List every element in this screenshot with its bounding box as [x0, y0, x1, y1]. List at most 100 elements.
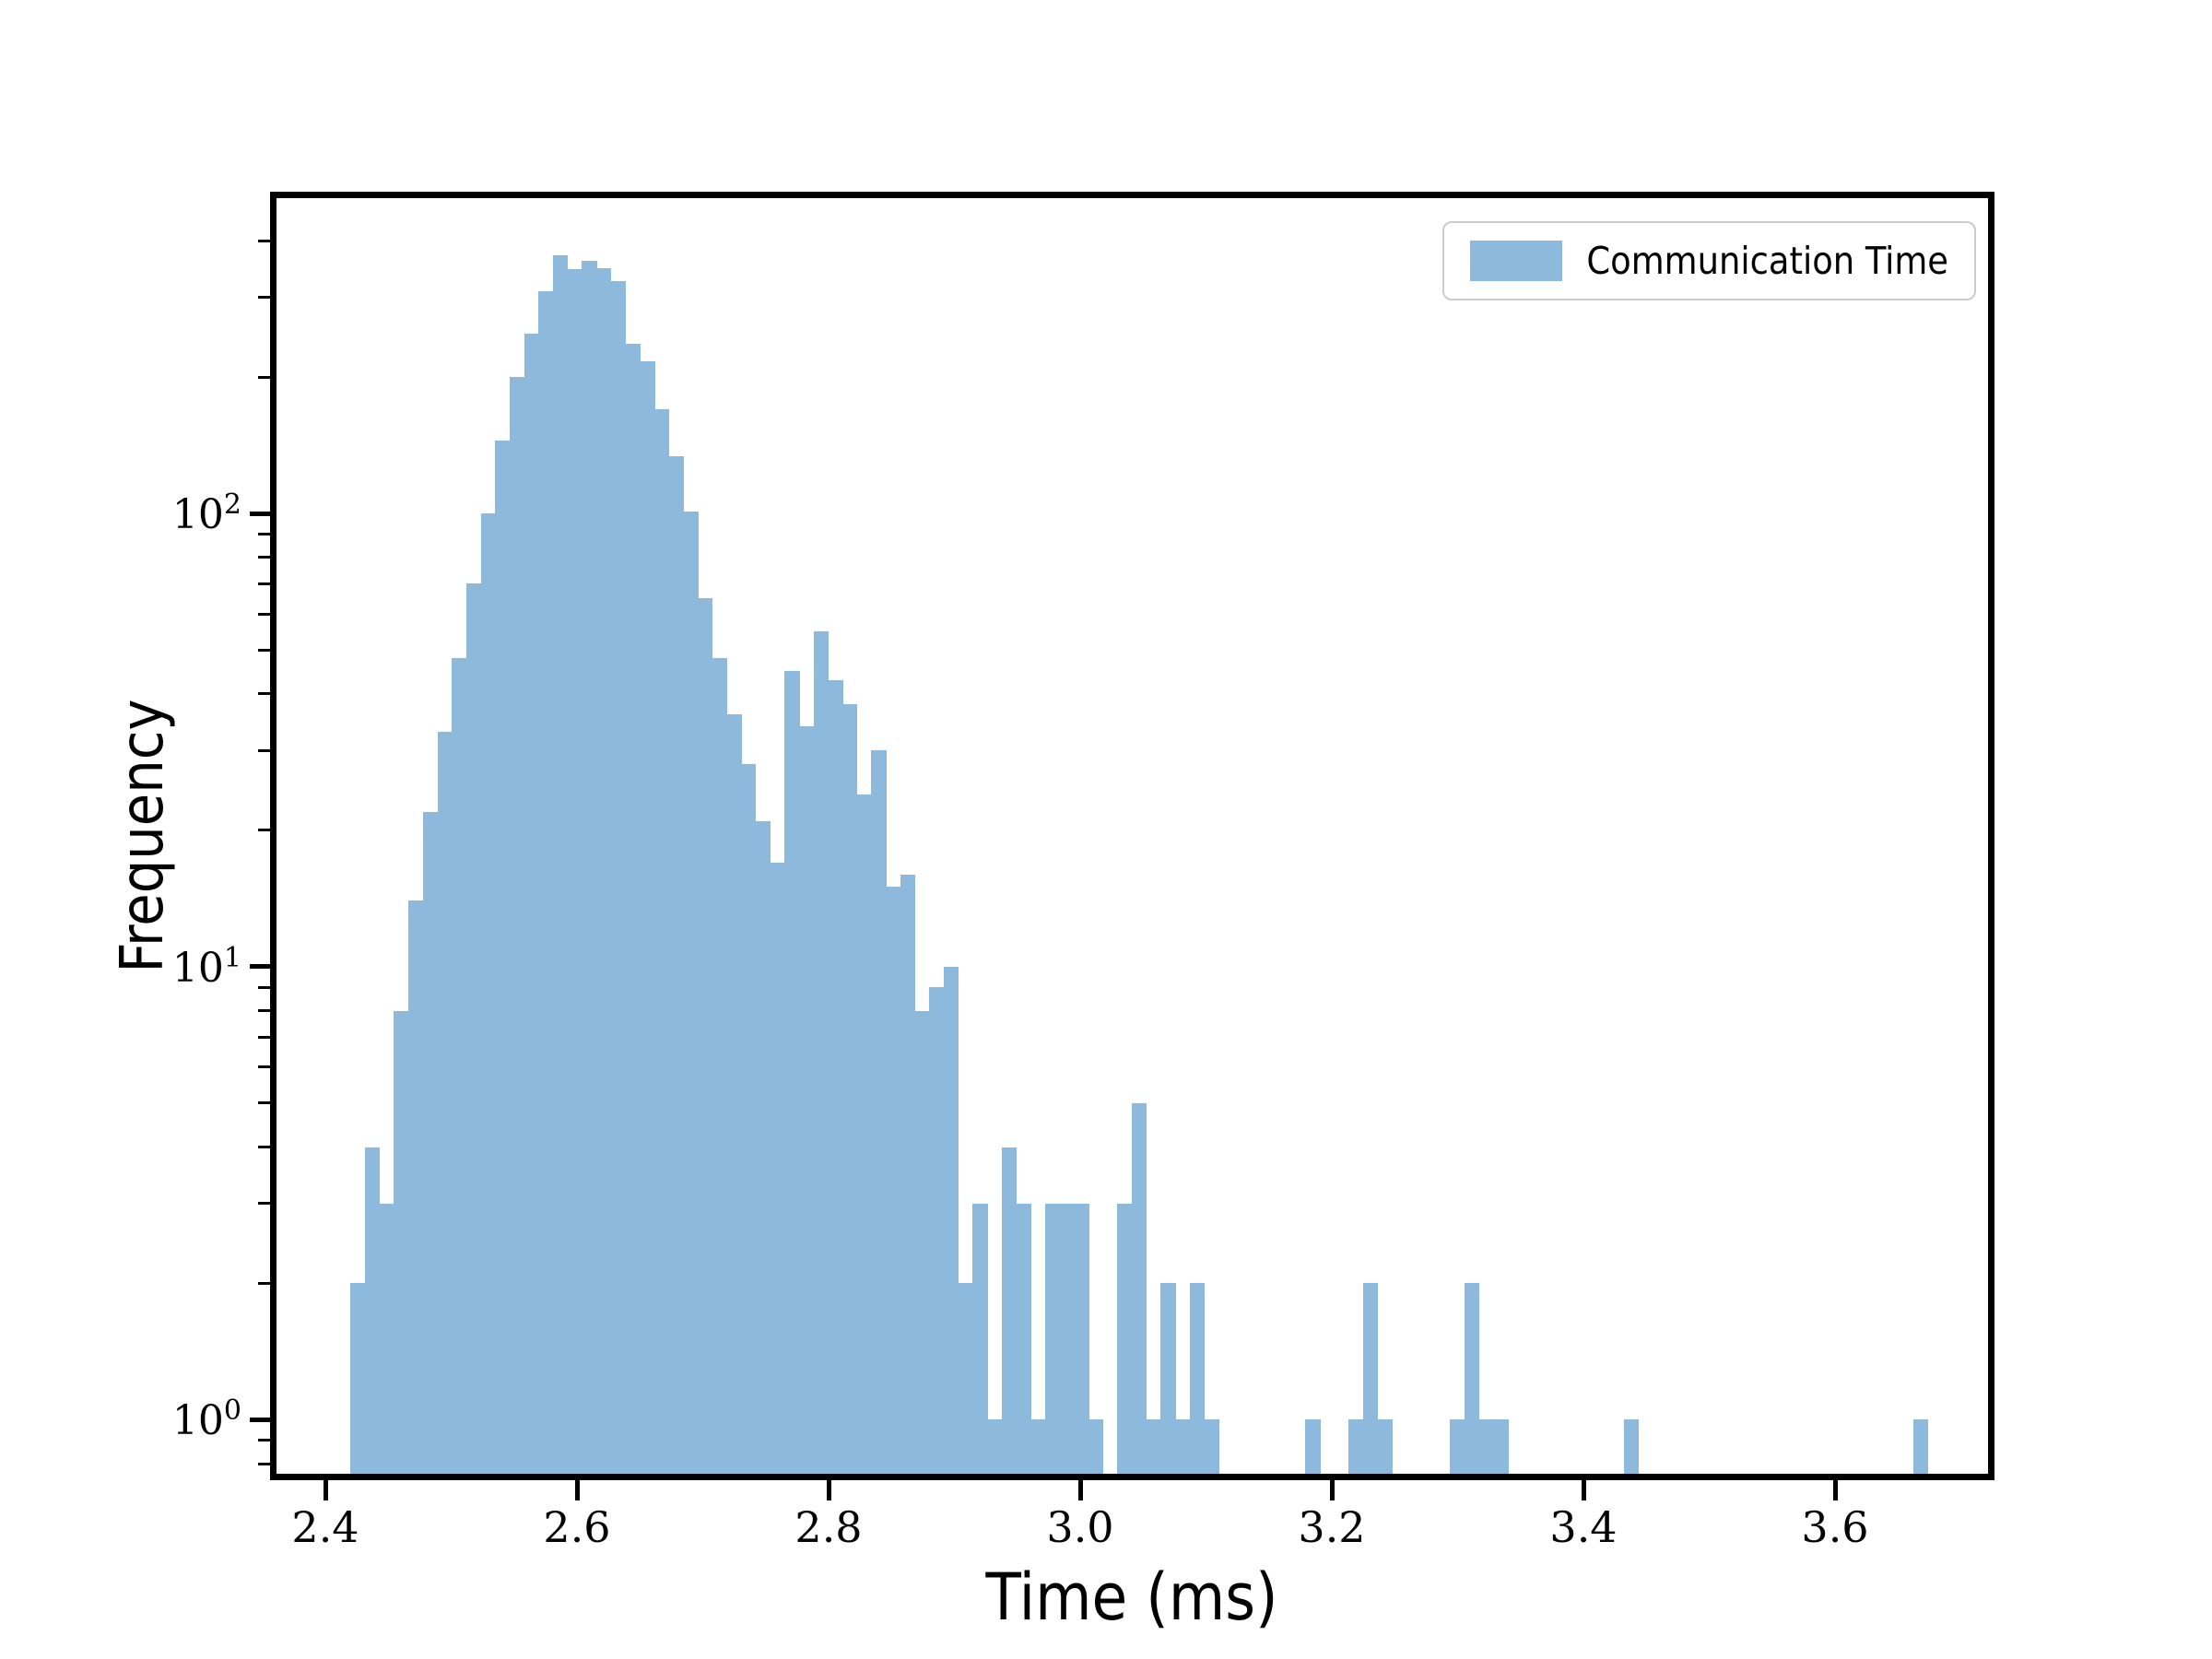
histogram-bar	[856, 794, 873, 1474]
histogram-bar	[625, 344, 641, 1474]
histogram-bar	[452, 658, 467, 1474]
histogram-bar	[1465, 1283, 1480, 1474]
histogram-bar	[987, 1419, 1003, 1474]
y-minor-tick	[258, 985, 270, 989]
histogram-bar	[596, 267, 612, 1474]
histogram-bar	[914, 1010, 930, 1474]
x-tick	[323, 1480, 328, 1500]
histogram-bar	[828, 679, 843, 1474]
y-minor-tick	[258, 375, 270, 379]
plot-area	[270, 192, 1994, 1480]
x-tick-label: 2.4	[291, 1502, 359, 1552]
histogram-bar	[1493, 1419, 1509, 1474]
histogram-bar	[871, 750, 887, 1474]
legend-label: Communication Time	[1586, 239, 1948, 283]
y-minor-tick	[258, 556, 270, 559]
histogram-bar	[698, 598, 713, 1474]
y-minor-tick	[258, 1462, 270, 1465]
y-minor-tick	[258, 1101, 270, 1105]
y-minor-tick	[258, 648, 270, 652]
histogram-bar	[640, 360, 655, 1474]
x-tick	[1581, 1480, 1586, 1500]
y-minor-tick	[258, 533, 270, 536]
histogram-bar	[1044, 1203, 1061, 1474]
histogram-bar	[683, 512, 699, 1474]
histogram-bar	[1450, 1419, 1465, 1474]
histogram-bar	[1059, 1203, 1075, 1474]
histogram-bar	[509, 377, 525, 1474]
histogram-bar	[553, 254, 569, 1474]
histogram-bar	[1074, 1203, 1089, 1474]
y-axis-label: Frequency	[109, 699, 177, 973]
x-tick-label: 3.6	[1801, 1502, 1869, 1552]
histogram-bar	[1117, 1203, 1133, 1474]
histogram-bar	[480, 513, 496, 1474]
y-minor-tick	[258, 582, 270, 585]
legend-swatch	[1470, 241, 1563, 281]
histogram-bar	[1016, 1203, 1031, 1474]
histogram-bar	[567, 268, 583, 1474]
histogram-bar	[1623, 1419, 1640, 1474]
y-minor-tick	[258, 748, 270, 752]
histogram-bar	[1377, 1419, 1394, 1474]
histogram-bar	[1088, 1419, 1104, 1474]
histogram-bar	[972, 1203, 988, 1474]
histogram-bar	[1348, 1419, 1364, 1474]
y-minor-tick	[258, 692, 270, 696]
y-tick-label: 100	[171, 1394, 241, 1445]
x-tick	[1329, 1480, 1335, 1500]
histogram-bar	[465, 583, 482, 1474]
y-minor-tick	[258, 1065, 270, 1069]
histogram-bar	[582, 260, 597, 1474]
histogram-bar	[394, 1010, 409, 1474]
histogram-bar	[755, 820, 771, 1474]
histogram-bars	[276, 198, 1988, 1474]
x-tick	[574, 1480, 580, 1500]
histogram-bar	[408, 900, 424, 1474]
x-tick-label: 3.0	[1046, 1502, 1114, 1552]
histogram-bar	[1132, 1102, 1147, 1474]
y-minor-tick	[258, 1281, 270, 1285]
histogram-bar	[1001, 1147, 1018, 1474]
histogram-bar	[1912, 1419, 1928, 1474]
histogram-bar	[929, 987, 945, 1474]
histogram-bar	[726, 714, 742, 1474]
histogram-bar	[842, 703, 858, 1474]
x-tick	[1832, 1480, 1838, 1500]
x-tick-label: 3.2	[1298, 1502, 1366, 1552]
histogram-bar	[943, 966, 959, 1474]
histogram-bar	[1478, 1419, 1495, 1474]
histogram-bar	[784, 670, 800, 1474]
histogram-bar	[1189, 1283, 1206, 1474]
histogram-bar	[538, 290, 554, 1474]
histogram-bar	[770, 862, 785, 1474]
x-tick	[1077, 1480, 1083, 1500]
y-tick	[250, 511, 270, 516]
y-tick-label: 102	[171, 488, 241, 539]
y-minor-tick	[258, 1439, 270, 1442]
y-tick	[250, 1417, 270, 1422]
histogram-bar	[1146, 1419, 1162, 1474]
histogram-bar	[524, 333, 539, 1474]
histogram-bar	[1160, 1283, 1176, 1474]
histogram-bar	[1204, 1419, 1219, 1474]
histogram-bar	[712, 658, 728, 1474]
histogram-bar	[1305, 1419, 1321, 1474]
y-minor-tick	[258, 829, 270, 832]
histogram-bar	[813, 630, 829, 1474]
histogram-bar	[1363, 1283, 1379, 1474]
y-minor-tick	[258, 1035, 270, 1039]
histogram-bar	[798, 725, 815, 1474]
histogram-bar	[668, 455, 684, 1474]
histogram-bar	[886, 887, 901, 1474]
histogram-bar	[1030, 1419, 1046, 1474]
y-minor-tick	[258, 296, 270, 300]
histogram-bar	[900, 874, 916, 1474]
y-minor-tick	[258, 239, 270, 242]
y-minor-tick	[258, 1146, 270, 1148]
histogram-bar	[1175, 1419, 1191, 1474]
histogram-bar	[422, 811, 439, 1474]
y-tick	[250, 964, 270, 970]
histogram-bar	[741, 764, 757, 1474]
